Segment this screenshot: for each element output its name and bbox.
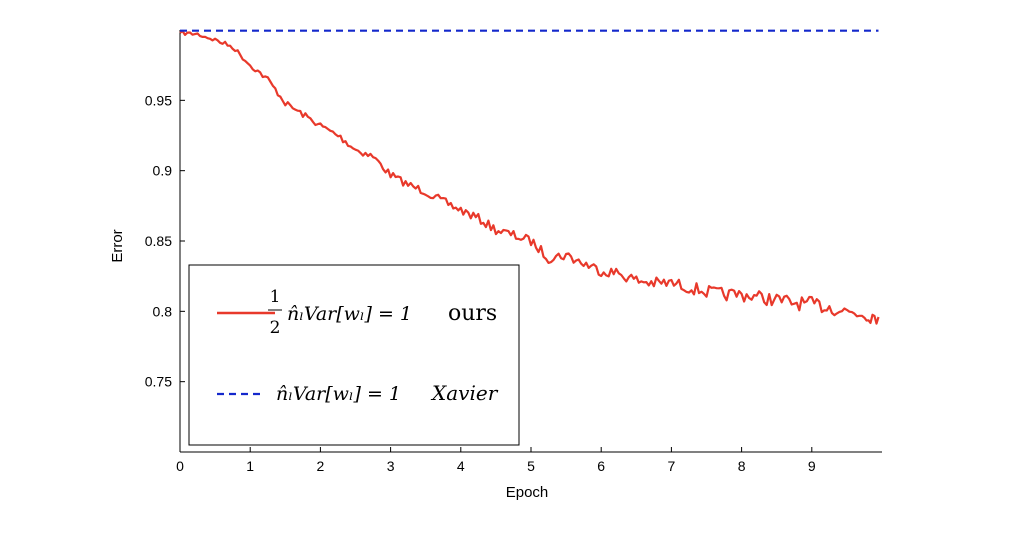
x-tick-label: 6 bbox=[597, 458, 605, 474]
legend-box bbox=[188, 264, 520, 446]
legend-label-ours-math: n̂ₗVar[wₗ] = 1 bbox=[287, 303, 412, 325]
series-0 bbox=[179, 29, 880, 325]
legend-label-ours-word: ours bbox=[448, 301, 497, 326]
legend-label-xavier-word: Xavier bbox=[430, 381, 499, 405]
y-tick-label: 0.95 bbox=[145, 92, 172, 108]
legend-frac-den: 2 bbox=[270, 318, 281, 338]
series-layer bbox=[179, 29, 880, 325]
axes: 0 1 2 3 4 5 6 7 8 9 0.75 0.8 0.85 0.9 0.95 Epoch Error bbox=[109, 30, 882, 501]
x-tick-label: 8 bbox=[738, 458, 746, 474]
x-tick-label: 4 bbox=[457, 458, 465, 474]
y-tick-label: 0.85 bbox=[145, 233, 172, 249]
x-tick-label: 0 bbox=[176, 458, 184, 474]
x-tick-label: 9 bbox=[808, 458, 816, 474]
x-tick-label: 3 bbox=[387, 458, 395, 474]
x-axis-label: Epoch bbox=[506, 484, 549, 501]
series-line-ours bbox=[179, 29, 880, 325]
x-tick-label: 2 bbox=[317, 458, 325, 474]
legend-label-xavier-math: n̂ₗVar[wₗ] = 1 bbox=[276, 383, 401, 405]
y-axis-label: Error bbox=[109, 229, 126, 262]
x-tick-label: 7 bbox=[668, 458, 676, 474]
x-tick-label: 1 bbox=[246, 458, 254, 474]
legend: 1 2 n̂ₗVar[wₗ] = 1 ours n̂ₗVar[wₗ] = 1 X… bbox=[188, 264, 520, 446]
y-tick-label: 0.9 bbox=[153, 163, 173, 179]
x-tick-label: 5 bbox=[527, 458, 535, 474]
legend-frac-num: 1 bbox=[270, 287, 281, 307]
y-tick-label: 0.75 bbox=[145, 374, 172, 390]
y-tick-label: 0.8 bbox=[153, 303, 173, 319]
